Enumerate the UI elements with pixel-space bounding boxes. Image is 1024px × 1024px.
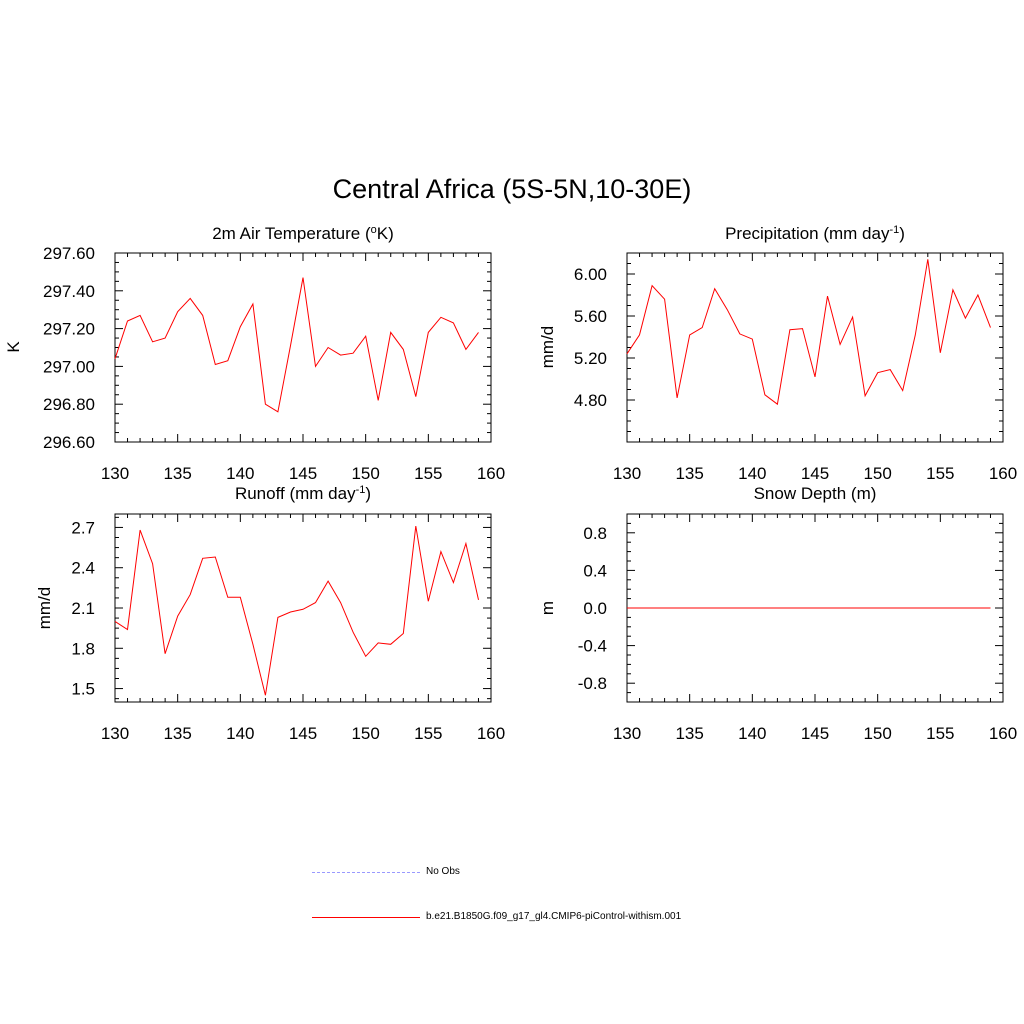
x-tick-label: 150	[351, 724, 379, 743]
series-line	[114, 277, 479, 413]
y-tick-label: 5.20	[574, 349, 607, 368]
x-tick-label: 140	[738, 464, 766, 483]
panel-title: 2m Air Temperature (oK)	[212, 224, 394, 243]
x-tick-label: 160	[477, 464, 505, 483]
plot-frame	[626, 252, 1004, 443]
legend-label: b.e21.B1850G.f09_g17_gl4.CMIP6-piControl…	[426, 911, 682, 922]
x-tick-label: 145	[289, 464, 317, 483]
x-tick-label: 155	[926, 724, 954, 743]
x-tick-label: 150	[351, 464, 379, 483]
y-tick-label: 297.40	[43, 282, 95, 301]
y-tick-label: 1.8	[71, 639, 95, 658]
plot-frame	[114, 513, 492, 703]
series-line	[114, 526, 479, 696]
x-tick-label: 130	[101, 724, 129, 743]
y-tick-label: 297.00	[43, 357, 95, 376]
y-tick-label: -0.8	[578, 674, 607, 693]
y-tick-label: 0.8	[583, 524, 607, 543]
y-axis-label: mm/d	[35, 587, 54, 630]
y-axis-label: m	[538, 601, 557, 615]
y-tick-label: 0.4	[583, 561, 607, 580]
y-tick-label: 297.60	[43, 244, 95, 263]
x-tick-label: 160	[989, 724, 1017, 743]
y-tick-label: 297.20	[43, 320, 95, 339]
y-tick-label: 1.5	[71, 680, 95, 699]
chart-panel-0: 2m Air Temperature (oK) K 130 135 140 145 150 1…	[4, 224, 505, 483]
x-tick-label: 140	[738, 724, 766, 743]
y-tick-label: 5.60	[574, 307, 607, 326]
x-tick-label: 135	[675, 724, 703, 743]
x-tick-label: 155	[414, 724, 442, 743]
y-tick-label: 0.0	[583, 599, 607, 618]
chart-panel-3: Snow Depth (m) m 130 135 140 145 150 155 160 -0.8…	[538, 484, 1017, 743]
x-tick-label: 130	[613, 464, 641, 483]
legend-label: No Obs	[426, 866, 460, 877]
y-tick-label: 2.1	[71, 599, 95, 618]
x-tick-label: 160	[989, 464, 1017, 483]
y-axis-label: K	[4, 341, 23, 353]
y-tick-label: 2.7	[71, 518, 95, 537]
y-tick-label: 2.4	[71, 559, 95, 578]
y-tick-label: 6.00	[574, 265, 607, 284]
x-tick-label: 145	[801, 724, 829, 743]
x-tick-label: 135	[163, 724, 191, 743]
y-tick-label: -0.4	[578, 637, 607, 656]
chart-panel-1: Precipitation (mm day-1) mm/d 130 135 140 145…	[538, 224, 1017, 483]
x-tick-label: 130	[613, 724, 641, 743]
x-tick-label: 155	[414, 464, 442, 483]
figure-title: Central Africa (5S-5N,10-30E)	[333, 174, 692, 204]
x-tick-label: 130	[101, 464, 129, 483]
y-tick-label: 4.80	[574, 391, 607, 410]
y-tick-label: 296.60	[43, 433, 95, 452]
x-tick-label: 140	[226, 464, 254, 483]
chart-panel-2: Runoff (mm day-1) mm/d 130 135 140 145 150 155 1…	[35, 484, 505, 743]
x-tick-label: 150	[863, 464, 891, 483]
plot-frame	[114, 252, 492, 443]
panel-title: Precipitation (mm day-1)	[725, 224, 905, 243]
y-tick-label: 296.80	[43, 395, 95, 414]
x-tick-label: 160	[477, 724, 505, 743]
x-tick-label: 155	[926, 464, 954, 483]
legend-swatch-solid	[312, 917, 420, 918]
panel-title: Runoff (mm day-1)	[235, 484, 371, 503]
panel-title: Snow Depth (m)	[754, 484, 877, 503]
y-axis-label: mm/d	[538, 326, 557, 369]
x-tick-label: 140	[226, 724, 254, 743]
legend-swatch-dashed	[312, 872, 420, 873]
x-tick-label: 135	[163, 464, 191, 483]
x-tick-label: 150	[863, 724, 891, 743]
x-tick-label: 135	[675, 464, 703, 483]
x-tick-label: 145	[801, 464, 829, 483]
x-tick-label: 145	[289, 724, 317, 743]
series-line	[626, 259, 991, 406]
